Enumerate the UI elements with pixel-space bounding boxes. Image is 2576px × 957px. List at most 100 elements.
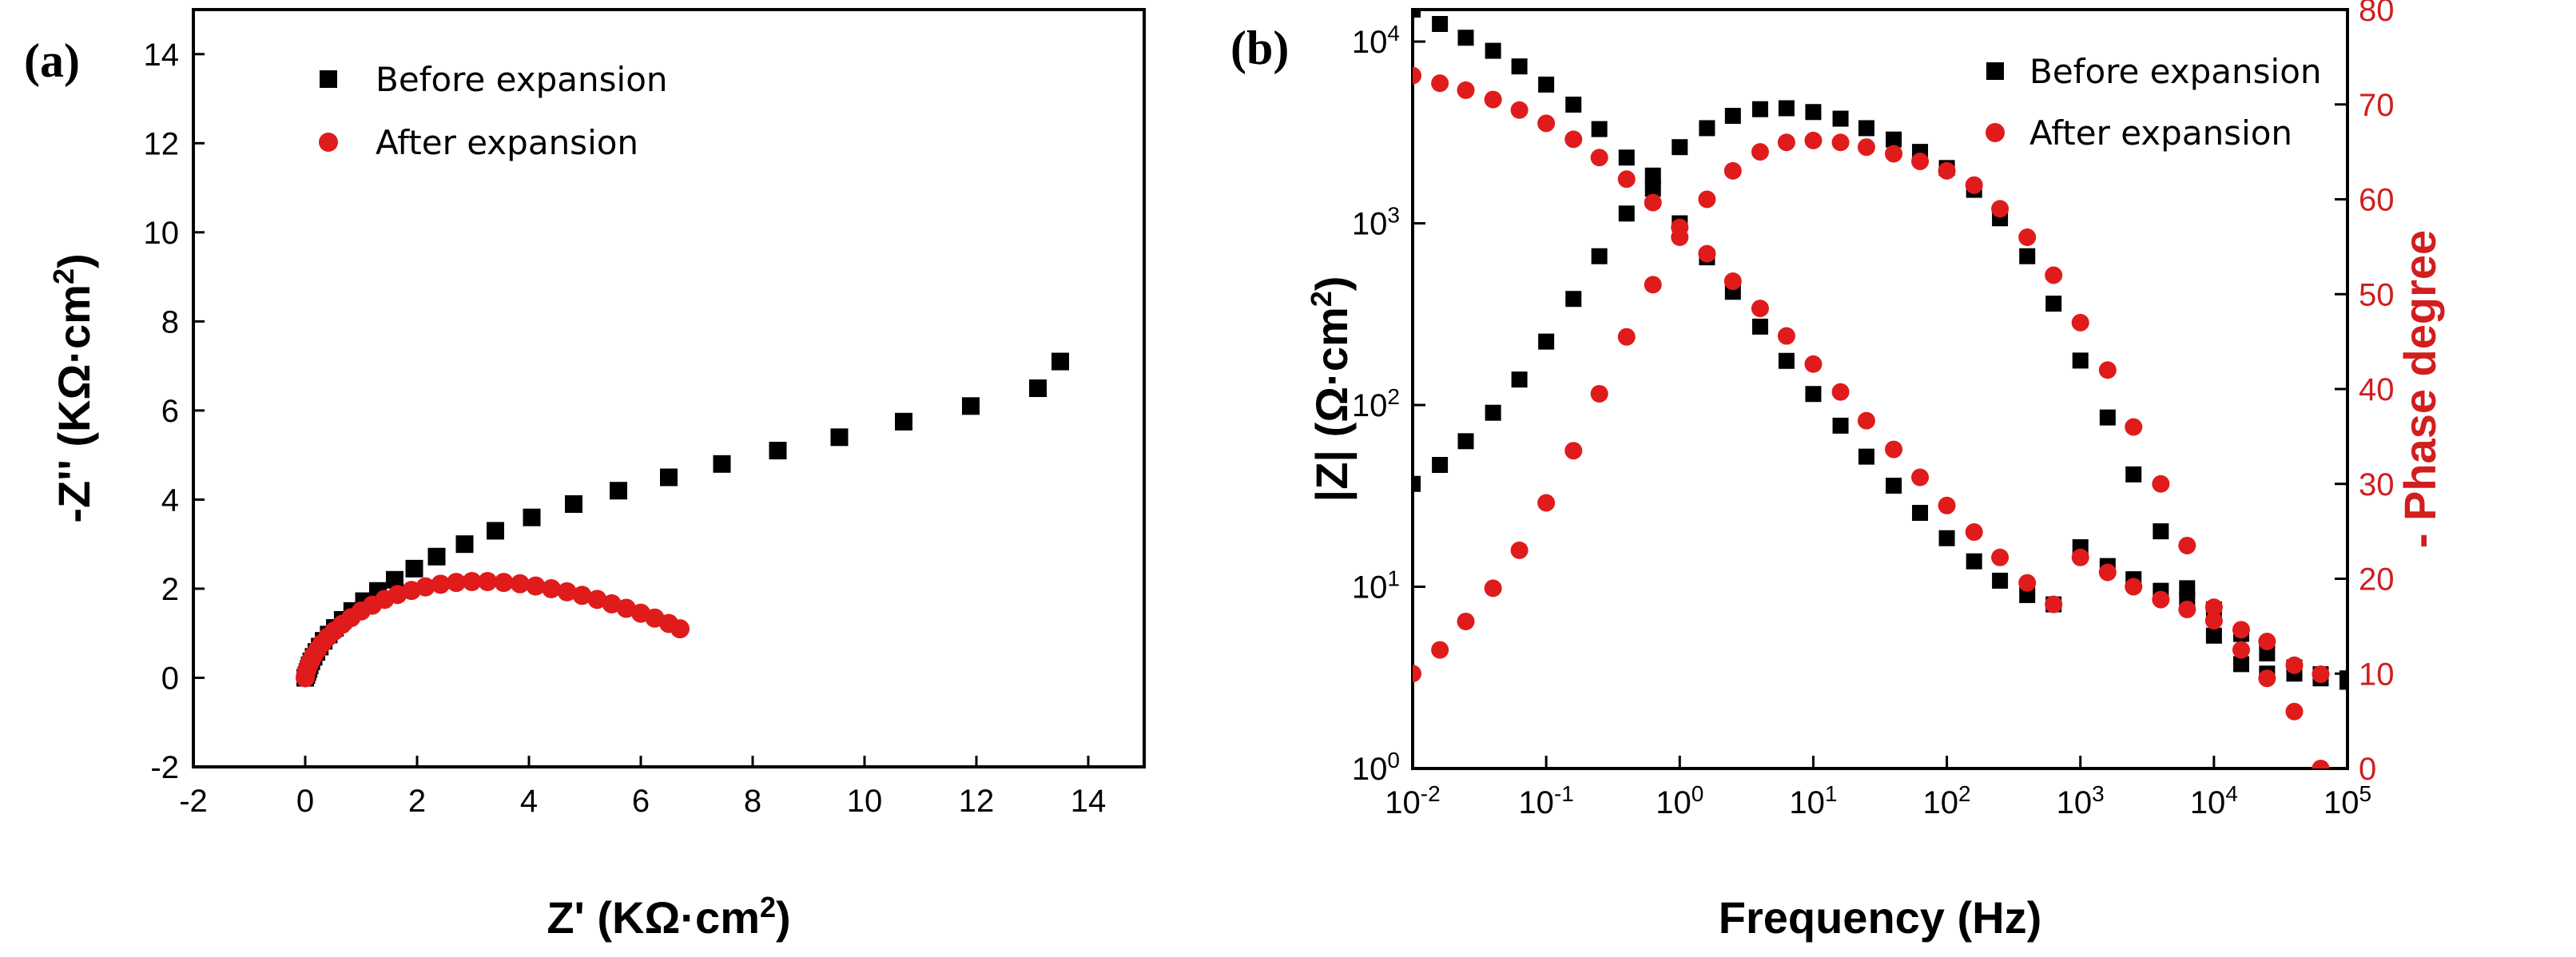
x-tick-label-b: 105 xyxy=(2324,781,2371,821)
data-point xyxy=(1992,572,2009,589)
data-point xyxy=(1484,90,1502,109)
data-point xyxy=(2178,600,2196,618)
data-point xyxy=(1617,170,1636,189)
data-point xyxy=(1565,291,1582,308)
legend-b: Before expansion After expansion xyxy=(1986,52,2322,153)
data-point xyxy=(1564,442,1583,460)
data-point xyxy=(1457,612,1475,630)
data-point xyxy=(1431,74,1449,93)
series-after-expansion-z xyxy=(1413,66,2330,684)
data-point xyxy=(1699,120,1715,137)
panel-label-a: (a) xyxy=(24,34,80,87)
data-point xyxy=(1029,379,1047,397)
data-point xyxy=(1413,10,1421,18)
data-point xyxy=(1751,143,1769,161)
y-tick-label-a: 4 xyxy=(161,482,179,518)
data-point xyxy=(2125,466,2142,482)
data-point xyxy=(1457,30,1474,46)
data-point xyxy=(462,572,482,592)
data-point xyxy=(1751,300,1769,318)
data-point xyxy=(1510,541,1529,559)
data-point xyxy=(405,559,423,578)
y-right-axis-title-b: - Phase degree xyxy=(2395,230,2445,548)
data-point xyxy=(1724,108,1741,124)
legend-label-before-b: Before expansion xyxy=(2029,52,2322,91)
data-point xyxy=(2152,590,2170,609)
data-point xyxy=(895,412,912,431)
data-point xyxy=(478,572,498,592)
legend-marker-after xyxy=(319,133,338,152)
data-point xyxy=(830,428,849,447)
plot-frame-a xyxy=(192,8,1146,768)
data-point xyxy=(1590,384,1608,403)
y-right-tick-label-b: 30 xyxy=(2359,467,2395,502)
data-point xyxy=(1857,411,1875,430)
data-point xyxy=(2098,563,2117,582)
y-tick-label-a: 10 xyxy=(144,216,180,251)
data-point xyxy=(1618,205,1635,222)
data-point xyxy=(1485,42,1501,59)
data-point xyxy=(602,594,622,614)
data-point xyxy=(1618,149,1635,166)
legend-label-after: After expansion xyxy=(376,123,638,162)
data-point xyxy=(1591,121,1608,137)
data-point xyxy=(1644,167,1661,184)
data-point xyxy=(616,598,636,618)
data-point xyxy=(1831,383,1850,401)
data-point xyxy=(2178,536,2196,554)
y-tick-label-a: -2 xyxy=(150,750,179,785)
data-point xyxy=(455,535,474,554)
data-point xyxy=(2098,361,2117,379)
data-point xyxy=(2285,702,2304,721)
panel-a: (a) -2 0 2 4 6 8 10 12 14 -2 0 2 4 6 8 10 12 14 Z' (KΩ·cm2)… xyxy=(24,8,1146,943)
data-point xyxy=(1432,457,1449,473)
data-point xyxy=(1804,355,1823,373)
y-right-tick-label-b: 50 xyxy=(2359,277,2395,312)
x-tick-label-a: 2 xyxy=(408,784,426,819)
data-point xyxy=(1485,404,1501,421)
legend-label-after-b: After expansion xyxy=(2029,113,2292,153)
data-point xyxy=(1457,433,1474,450)
data-point xyxy=(1831,133,1850,152)
series-after-expansion-a xyxy=(296,572,690,688)
legend-marker-after-b xyxy=(1986,123,2005,142)
data-point xyxy=(1413,665,1421,683)
data-point xyxy=(1511,58,1528,75)
data-point xyxy=(1537,494,1556,512)
legend-label-before: Before expansion xyxy=(376,60,668,99)
panel-label-b: (b) xyxy=(1230,22,1289,74)
y-tick-label-a: 6 xyxy=(161,394,179,429)
data-point xyxy=(1886,131,1902,148)
data-point xyxy=(542,578,561,598)
y-right-tick-label-b: 10 xyxy=(2359,657,2395,692)
data-point xyxy=(1778,100,1795,117)
data-point xyxy=(1510,101,1529,119)
data-point xyxy=(572,586,592,606)
y-tick-label-a: 8 xyxy=(161,304,179,340)
legend-marker-before xyxy=(320,70,337,88)
data-point xyxy=(431,574,451,594)
x-axis-title-a: Z' (KΩ·cm2) xyxy=(547,891,790,943)
y-tick-label-b: 102 xyxy=(1352,384,1400,424)
data-point xyxy=(2071,313,2089,332)
data-point xyxy=(2018,228,2037,246)
data-point xyxy=(1644,193,1662,212)
x-tick-label-a: 14 xyxy=(1071,784,1107,819)
data-point xyxy=(2045,266,2063,284)
y-tick-label-b: 103 xyxy=(1352,202,1400,242)
y-right-tick-label-b: 70 xyxy=(2359,88,2395,123)
data-point xyxy=(1938,161,1956,180)
legend-a: Before expansion After expansion xyxy=(319,60,668,162)
data-point xyxy=(1778,352,1795,369)
data-point xyxy=(2153,523,2169,540)
data-point xyxy=(1751,101,1768,117)
data-point xyxy=(1051,352,1069,371)
data-point xyxy=(447,573,466,593)
data-point xyxy=(565,494,582,513)
data-point xyxy=(1723,272,1742,291)
y-right-tick-label-b: 60 xyxy=(2359,183,2395,218)
data-point xyxy=(1991,200,2010,218)
y-right-tick-label-b: 0 xyxy=(2359,752,2376,787)
data-point xyxy=(1698,244,1716,263)
data-point xyxy=(1804,131,1823,149)
